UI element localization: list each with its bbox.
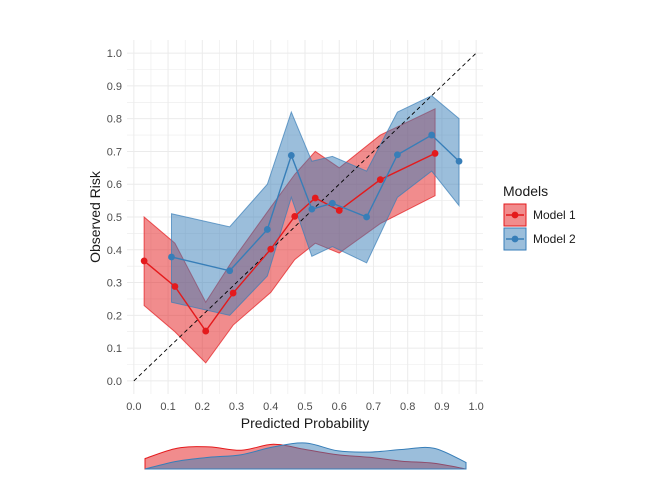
- y-tick-label: 0.0: [107, 376, 122, 388]
- confidence-band-2: [171, 95, 460, 316]
- data-point: [394, 151, 401, 159]
- data-point: [287, 151, 295, 159]
- data-point: [171, 283, 179, 290]
- y-tick-label: 1.0: [107, 48, 122, 60]
- data-point: [140, 257, 148, 265]
- x-tick-label: 0.1: [160, 401, 175, 413]
- data-point: [168, 253, 175, 261]
- x-tick-label: 0.5: [297, 401, 312, 413]
- data-point: [311, 194, 319, 202]
- x-tick-label: 0.4: [263, 401, 278, 413]
- x-axis-title: Predicted Probability: [241, 415, 369, 431]
- legend-key-point: [511, 211, 519, 219]
- data-point: [226, 267, 234, 275]
- x-tick-label: 0.9: [434, 401, 449, 413]
- data-point: [267, 245, 275, 253]
- data-point: [363, 213, 371, 221]
- y-tick-label: 0.6: [107, 179, 122, 191]
- diagonal-reference-line: [133, 52, 477, 382]
- legend-title: Models: [503, 183, 548, 199]
- legend-label: Model 1: [533, 208, 576, 222]
- confidence-bands: [143, 95, 460, 364]
- x-tick-labels: 0.0 0.1 0.2 0.3 0.4 0.5 0.6 0.7 0.8 0.9 1.0: [126, 401, 484, 413]
- y-tick-label: 0.3: [107, 278, 122, 290]
- legend: Models Model 1 Model 2: [503, 183, 576, 251]
- x-tick-label: 0.3: [229, 401, 244, 413]
- series-line-2: [171, 134, 460, 272]
- y-tick-label: 0.4: [107, 245, 122, 257]
- y-tick-labels: 0.0 0.1 0.2 0.3 0.4 0.5 0.6 0.7 0.8 0.9 1.0: [107, 48, 122, 388]
- x-tick-label: 1.0: [469, 401, 484, 413]
- legend-items: Model 1 Model 2: [503, 203, 576, 251]
- x-tick-label: 0.0: [126, 401, 141, 413]
- y-tick-label: 0.5: [107, 212, 122, 224]
- y-tick-label: 0.8: [107, 114, 122, 126]
- density-area-2: [144, 442, 467, 470]
- y-tick-label: 0.9: [107, 81, 122, 93]
- x-tick-label: 0.8: [400, 401, 415, 413]
- reference-line: [133, 52, 477, 382]
- data-point: [328, 199, 336, 207]
- x-tick-label: 0.2: [195, 401, 210, 413]
- series-lines: [143, 134, 460, 333]
- y-tick-label: 0.1: [107, 343, 122, 355]
- data-point: [202, 327, 210, 335]
- data-point: [335, 207, 343, 214]
- data-point: [428, 131, 436, 139]
- x-tick-label: 0.6: [332, 401, 347, 413]
- data-point: [229, 289, 237, 297]
- data-point: [376, 176, 384, 184]
- series-line-1: [143, 152, 436, 333]
- data-point: [291, 212, 299, 220]
- data-point: [455, 157, 463, 165]
- y-tick-label: 0.7: [107, 146, 122, 158]
- data-point: [263, 226, 271, 233]
- series-points: [140, 131, 463, 335]
- y-axis-title: Observed Risk: [87, 170, 103, 263]
- distribution-plot: [144, 442, 467, 470]
- y-tick-label: 0.2: [107, 310, 122, 322]
- legend-label: Model 2: [533, 232, 576, 246]
- legend-key-point: [511, 235, 519, 243]
- x-tick-label: 0.7: [366, 401, 381, 413]
- data-point: [431, 150, 439, 157]
- data-point: [308, 205, 316, 213]
